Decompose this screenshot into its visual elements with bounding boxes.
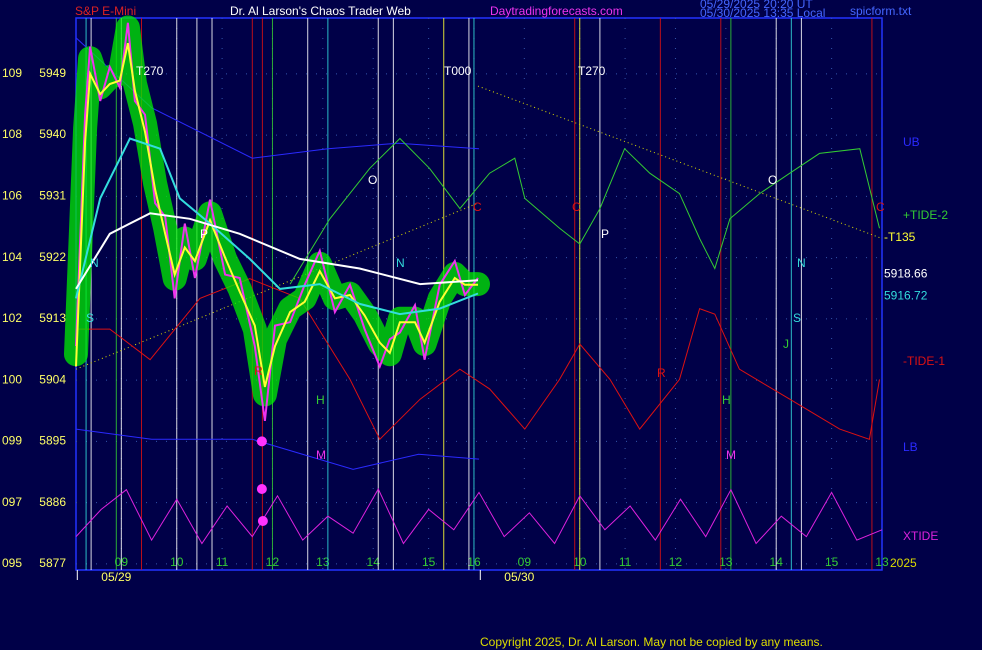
timestamp: 05/30/2025 13:35 Local	[700, 6, 825, 20]
y-tick-label: 5922	[39, 250, 66, 264]
last-value: 5918.66	[884, 266, 928, 280]
x-tick-label: 15	[825, 555, 839, 569]
annotation: P	[200, 227, 208, 241]
y-tick-code: 100	[2, 372, 22, 386]
copyright: Copyright 2025, Dr. Al Larson. May not b…	[480, 635, 823, 649]
y-tick-label: 5877	[39, 556, 66, 570]
y-tick-label: 5886	[39, 495, 66, 509]
series-line	[75, 137, 479, 316]
annotation: C	[473, 200, 482, 214]
y-tick-label: 5895	[39, 434, 66, 448]
trend-line	[75, 202, 479, 370]
year-label: 2025	[890, 556, 917, 570]
y-tick-code: 099	[2, 434, 22, 448]
x-tick-label: 12	[669, 555, 683, 569]
series-line	[75, 22, 479, 422]
series-line	[75, 42, 478, 388]
annotation: S	[86, 311, 94, 325]
y-tick-label: 5931	[39, 188, 66, 202]
x-tick-label: 13	[875, 555, 889, 569]
series-label: +TIDE-2	[903, 208, 948, 222]
date-label: 05/29	[101, 570, 131, 584]
chart-title: Dr. Al Larson's Chaos Trader Web	[230, 4, 411, 18]
series-line	[289, 137, 880, 285]
y-tick-label: 5913	[39, 311, 66, 325]
y-tick-code: 108	[2, 127, 22, 141]
annotation: M	[316, 448, 326, 462]
y-tick-code: 102	[2, 311, 22, 325]
date-label: 05/30	[504, 570, 534, 584]
annotation: C	[876, 200, 885, 214]
y-tick-label: 5904	[39, 372, 66, 386]
y-tick-code: 106	[2, 188, 22, 202]
series-line	[75, 487, 883, 545]
y-tick-code: 097	[2, 495, 22, 509]
x-tick-label: 15	[422, 555, 436, 569]
x-tick-label: 13	[316, 555, 330, 569]
low-point	[257, 515, 268, 526]
annotation: N	[797, 256, 806, 270]
annotation: P	[601, 227, 609, 241]
last-value: 5916.72	[884, 289, 928, 303]
low-point	[256, 436, 267, 447]
x-tick-label: 13	[719, 555, 733, 569]
annotation: O	[368, 173, 377, 187]
website: Daytradingforecasts.com	[490, 4, 623, 18]
x-tick-label: 11	[619, 555, 632, 569]
x-tick-label: 11	[216, 555, 229, 569]
y-tick-code: 095	[2, 556, 22, 570]
file-label: spicform.txt	[850, 4, 912, 18]
annotation: S	[793, 311, 801, 325]
x-tick-label: 14	[367, 555, 381, 569]
y-tick-label: 5940	[39, 127, 66, 141]
series-line	[75, 212, 479, 290]
annotation: T000	[444, 64, 472, 78]
series-line	[75, 428, 480, 470]
annotation: N	[396, 256, 405, 270]
y-tick-code: 109	[2, 66, 22, 80]
y-tick-label: 5949	[39, 66, 66, 80]
x-tick-label: 09	[518, 555, 532, 569]
timestamp: 05/29/2025 20:20 UT	[700, 0, 813, 11]
annotation: M	[726, 448, 736, 462]
series-label: XTIDE	[903, 529, 938, 543]
annotation: N	[90, 256, 99, 270]
annotation: C	[572, 200, 581, 214]
instrument: S&P E-Mini	[75, 4, 136, 18]
series-label: -TIDE-1	[903, 354, 945, 368]
annotation: H	[722, 393, 731, 407]
annotation: H	[316, 393, 325, 407]
annotation: R	[657, 366, 666, 380]
annotation: R	[254, 364, 263, 378]
series-label: LB	[903, 440, 918, 454]
series-label: UB	[903, 135, 920, 149]
annotation: O	[768, 173, 777, 187]
annotation: T270	[578, 64, 606, 78]
annotation: T270	[136, 64, 164, 78]
low-point	[256, 484, 267, 495]
y-tick-code: 104	[2, 250, 22, 264]
annotation: J	[783, 337, 789, 351]
annotation: -T135	[884, 230, 916, 244]
